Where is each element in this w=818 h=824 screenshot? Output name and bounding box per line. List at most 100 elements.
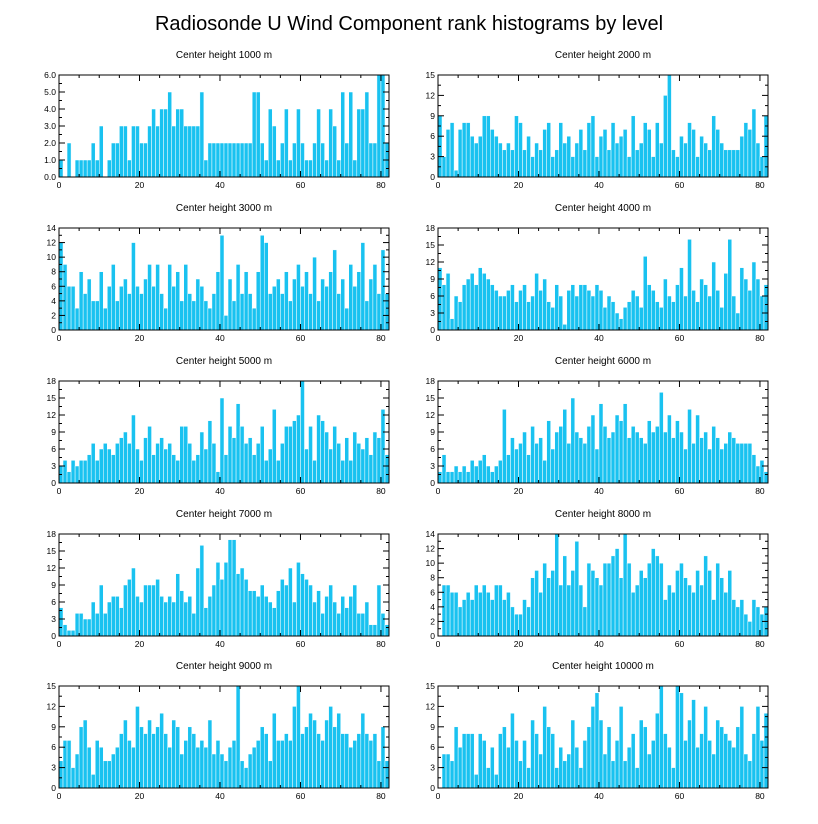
y-tick-label: 6: [430, 587, 435, 597]
bar: [58, 607, 64, 637]
bar: [510, 149, 515, 178]
bar: [255, 443, 261, 484]
bar: [663, 431, 668, 484]
bar: [223, 562, 229, 637]
bar: [727, 740, 733, 789]
bar: [743, 753, 749, 789]
bar: [111, 454, 116, 484]
bar: [143, 584, 148, 637]
bar: [123, 584, 128, 637]
bar: [651, 431, 656, 484]
bar: [199, 286, 205, 331]
bar: [542, 460, 547, 484]
bar: [272, 125, 277, 178]
bar: [590, 570, 596, 637]
bar: [707, 295, 712, 331]
bar: [147, 426, 152, 484]
bar: [755, 142, 761, 178]
bar: [380, 613, 386, 637]
bar: [626, 301, 632, 331]
bar: [642, 122, 648, 178]
panel-title: Center height 10000 m: [552, 661, 654, 672]
bar: [618, 706, 624, 789]
bar: [78, 159, 84, 178]
bar: [86, 454, 92, 484]
bar: [703, 284, 708, 331]
y-tick-label: 3: [430, 461, 435, 471]
bar: [570, 156, 576, 178]
bar: [699, 278, 704, 331]
bar: [90, 443, 96, 484]
bar: [602, 307, 608, 331]
bar: [103, 613, 108, 637]
bar: [687, 584, 692, 637]
bar: [550, 156, 555, 178]
bar: [147, 584, 152, 637]
bar: [268, 108, 273, 178]
bar: [255, 271, 261, 331]
bar: [215, 271, 221, 331]
bar: [562, 409, 568, 484]
x-tick-label: 0: [436, 791, 441, 801]
bar: [747, 129, 753, 178]
bar: [663, 95, 668, 178]
bar: [755, 465, 761, 484]
bar: [344, 307, 350, 331]
y-tick-label: 9: [430, 274, 435, 284]
bar: [695, 414, 700, 484]
bar: [70, 286, 76, 331]
bar: [457, 129, 463, 178]
bar: [308, 159, 313, 178]
bar: [494, 290, 499, 331]
bar: [195, 746, 201, 789]
bar: [675, 420, 680, 484]
bar: [312, 719, 317, 789]
bar: [86, 278, 92, 331]
bar: [159, 712, 164, 789]
bar: [171, 601, 176, 637]
bar: [263, 596, 269, 637]
y-tick-label: 12: [47, 410, 57, 420]
bar: [139, 293, 144, 331]
bar: [510, 437, 515, 484]
y-tick-label: 12: [426, 701, 436, 711]
bar: [280, 293, 285, 331]
bar: [622, 403, 628, 484]
x-tick-label: 80: [376, 791, 386, 801]
bar: [292, 706, 297, 789]
bar: [675, 570, 680, 637]
bar: [384, 454, 390, 484]
bar: [127, 740, 132, 789]
bar: [151, 108, 156, 178]
bar: [663, 733, 668, 789]
bar: [332, 125, 337, 178]
bar: [518, 613, 523, 637]
bar: [272, 286, 277, 331]
bar: [207, 719, 213, 789]
bar: [360, 242, 366, 331]
bar: [376, 74, 382, 178]
bar: [115, 142, 120, 178]
bar: [554, 431, 559, 484]
bar: [159, 293, 164, 331]
bar: [486, 767, 491, 789]
bar: [239, 142, 245, 178]
bar: [94, 613, 100, 637]
bar: [469, 599, 475, 637]
bar: [506, 746, 511, 789]
bar: [614, 312, 620, 331]
y-tick-label: 9: [430, 427, 435, 437]
bar: [175, 271, 180, 331]
bar: [634, 149, 640, 178]
bar: [578, 767, 584, 789]
bar: [66, 740, 72, 789]
bar: [695, 570, 700, 637]
bar: [679, 431, 684, 484]
bar: [482, 584, 487, 637]
y-tick-label: 6: [430, 291, 435, 301]
y-tick-label: 6: [51, 444, 56, 454]
bar: [356, 443, 362, 484]
bar: [276, 590, 281, 637]
bar: [348, 264, 354, 331]
bar: [751, 733, 757, 789]
